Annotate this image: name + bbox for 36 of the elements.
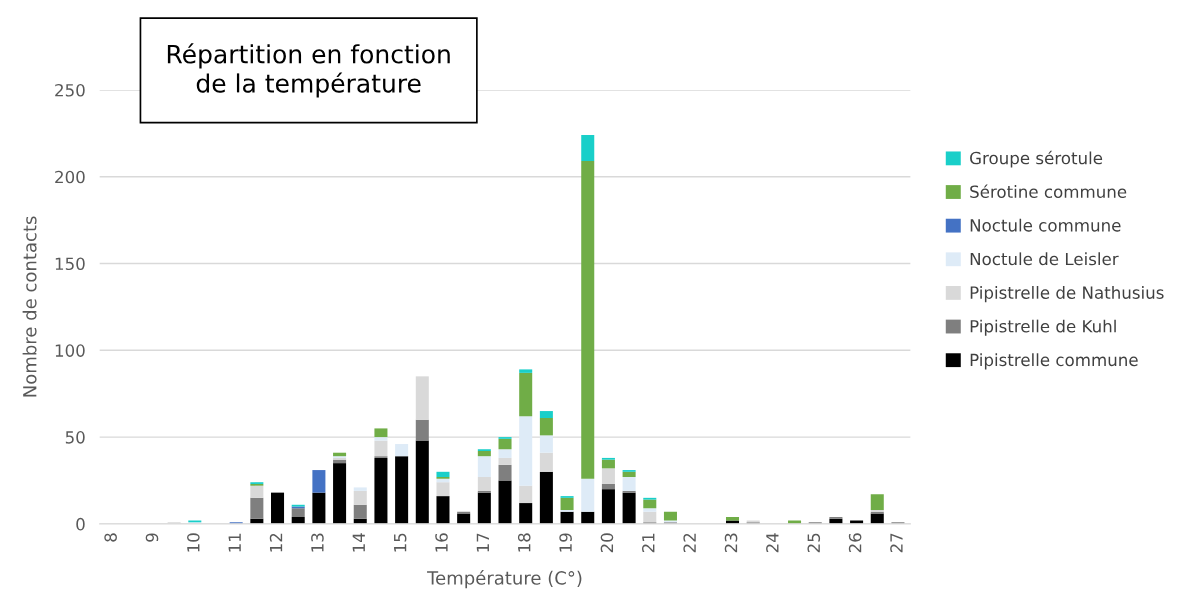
y-tick-label: 50 [65,431,85,444]
x-tick-label: 19 [559,533,572,552]
legend-label: Sérotine commune [970,184,1127,198]
x-tick-label: 23 [724,533,738,553]
x-tick-label: 11 [228,533,241,552]
legend-label: Pipistrelle de Kuhl [970,319,1116,336]
x-tick-label: 8 [104,533,117,542]
x-tick-label: 12 [269,533,283,552]
legend-label: Pipistrelle de Nathusius [970,286,1164,303]
x-tick-label: 15 [394,533,407,552]
y-tick-label: 150 [55,257,85,271]
x-tick-label: 22 [683,533,696,553]
x-tick-label: 25 [807,533,821,553]
x-tick-label: 9 [145,533,159,542]
legend-label: Pipistrelle commune [970,353,1138,370]
x-tick-label: 18 [517,533,531,552]
legend-label: Groupe sérotule [970,150,1103,168]
y-tick-label: 100 [55,344,85,357]
legend-label: Noctule de Leisler [970,252,1119,266]
x-tick-label: 17 [476,533,489,552]
x-tick-label: 26 [848,533,862,553]
x-tick-label: 14 [352,533,365,552]
y-tick-label: 200 [55,170,85,184]
x-tick-label: 27 [890,533,903,553]
x-tick-label: 16 [435,533,448,552]
x-tick-label: 10 [187,533,200,552]
x-tick-label: 21 [642,533,655,553]
legend-label: Noctule commune [970,218,1121,232]
x-tick-label: 13 [311,533,324,552]
chart-title: Répartition en fonction de la température [167,43,450,98]
x-tick-label: 24 [766,533,779,553]
y-tick-label: 0 [76,517,85,531]
x-tick-label: 20 [600,533,614,553]
x-axis-title: Température (C°) [427,570,582,589]
y-tick-label: 250 [55,83,85,97]
y-axis-title: Nombre de contacts [22,216,37,397]
